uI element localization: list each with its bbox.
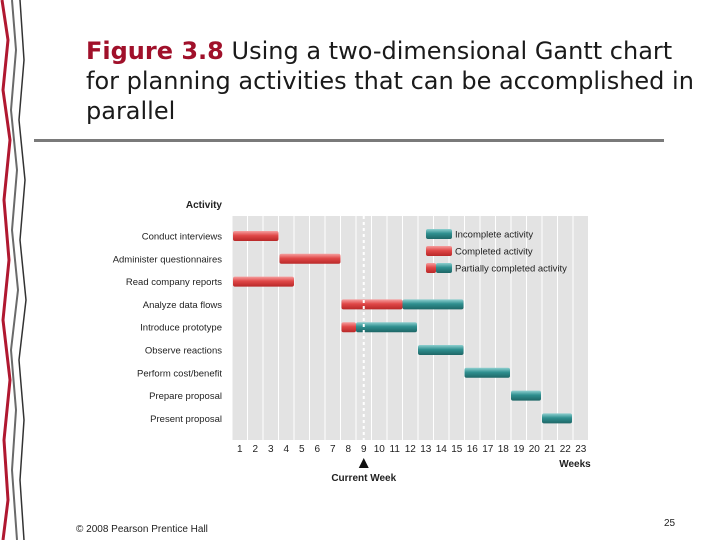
incomplete-bar xyxy=(511,390,541,401)
activity-label: Conduct interviews xyxy=(142,232,223,243)
x-tick-label: 8 xyxy=(345,444,351,455)
activity-label: Read company reports xyxy=(126,277,222,288)
incomplete-bar xyxy=(542,413,572,424)
x-tick-label: 13 xyxy=(420,444,432,455)
activity-label: Analyze data flows xyxy=(143,300,222,311)
legend-swatch-completed xyxy=(426,246,452,256)
completed-bar xyxy=(279,253,341,264)
page-number: 25 xyxy=(664,518,676,529)
x-tick-label: 23 xyxy=(575,444,587,455)
title-divider xyxy=(34,139,664,142)
x-tick-label: 12 xyxy=(405,444,417,455)
x-tick-label: 17 xyxy=(482,444,494,455)
x-tick-label: 14 xyxy=(436,444,448,455)
activity-label: Prepare proposal xyxy=(149,391,222,402)
incomplete-bar xyxy=(418,345,464,355)
copyright-footer: © 2008 Pearson Prentice Hall xyxy=(76,524,208,535)
activity-label: Perform cost/benefit xyxy=(137,368,222,379)
x-tick-label: 7 xyxy=(330,444,336,455)
figure-number: Figure 3.8 xyxy=(86,37,224,65)
x-tick-label: 15 xyxy=(451,444,463,455)
figure-caption: Using a two-dimensional Gantt chart for … xyxy=(86,37,694,125)
legend-swatch-partial-completed xyxy=(426,263,436,273)
completed-bar xyxy=(341,322,356,333)
activity-label: Administer questionnaires xyxy=(113,254,223,265)
x-tick-label: 1 xyxy=(237,444,243,455)
activity-label: Introduce prototype xyxy=(140,323,222,334)
legend-swatch-incomplete xyxy=(426,229,452,239)
x-tick-label: 21 xyxy=(544,444,556,455)
legend-label: Incomplete activity xyxy=(455,230,533,241)
slide-left-border xyxy=(0,0,30,540)
x-tick-label: 16 xyxy=(467,444,479,455)
x-tick-label: 3 xyxy=(268,444,274,455)
incomplete-bar xyxy=(402,299,464,310)
x-tick-label: 22 xyxy=(560,444,572,455)
x-tick-label: 5 xyxy=(299,444,305,455)
completed-bar xyxy=(341,299,403,310)
weeks-axis-label: Weeks xyxy=(559,459,591,470)
x-tick-label: 9 xyxy=(361,444,367,455)
activity-label: Present proposal xyxy=(150,414,222,425)
current-week-marker-icon xyxy=(358,458,369,468)
legend-swatch-partial-incomplete xyxy=(436,263,452,273)
x-tick-label: 20 xyxy=(529,444,541,455)
x-tick-label: 18 xyxy=(498,444,510,455)
activity-label: Observe reactions xyxy=(145,346,222,357)
x-tick-label: 11 xyxy=(390,444,401,455)
x-tick-label: 6 xyxy=(314,444,320,455)
incomplete-bar xyxy=(464,367,510,378)
legend-label: Completed activity xyxy=(455,247,533,258)
x-tick-label: 2 xyxy=(252,444,258,455)
completed-bar xyxy=(233,276,294,287)
x-tick-label: 19 xyxy=(513,444,525,455)
legend-label: Partially completed activity xyxy=(455,264,567,275)
incomplete-bar xyxy=(356,322,417,333)
x-tick-label: 4 xyxy=(283,444,289,455)
slide-title: Figure 3.8 Using a two-dimensional Gantt… xyxy=(86,36,706,126)
completed-bar xyxy=(233,231,279,241)
activity-axis-label: Activity xyxy=(186,200,223,211)
x-tick-label: 10 xyxy=(374,444,386,455)
current-week-label: Current Week xyxy=(331,473,396,484)
